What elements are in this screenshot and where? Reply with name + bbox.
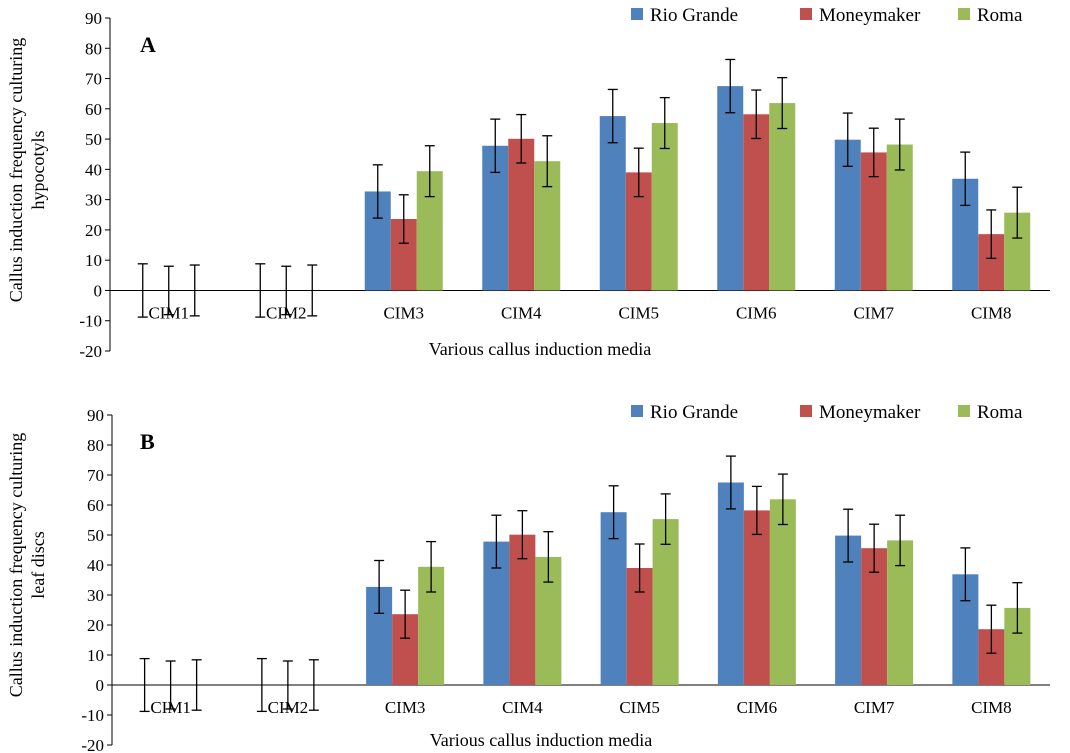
- chart-panel-b: -20 -10 0 10 20 30 40 50 60 70 80 90 CIM1 CIM2 CIM3 CIM…: [6, 402, 1050, 753]
- bar: [743, 114, 770, 291]
- y-tick-label: 0: [94, 281, 103, 300]
- legend: Rio Grande Moneymaker Roma: [631, 5, 1023, 26]
- legend-label: Rio Grande: [650, 5, 738, 26]
- legend-label: Roma: [977, 5, 1023, 26]
- y-tick-label: 40: [85, 160, 102, 179]
- y-tick-label: 70: [87, 466, 104, 485]
- legend-swatch: [800, 8, 812, 20]
- y-axis-title: leaf discs: [28, 531, 48, 598]
- legend-label: Rio Grande: [650, 402, 738, 423]
- panel-letter: B: [140, 429, 155, 454]
- x-tick-label: CIM6: [736, 303, 777, 322]
- bar: [717, 482, 744, 685]
- y-tick-label: 90: [85, 9, 102, 28]
- x-tick-label: CIM2: [266, 303, 307, 322]
- x-tick-label: CIM5: [618, 303, 659, 322]
- y-tick-label: 90: [87, 406, 104, 425]
- y-tick-label: 60: [87, 496, 104, 515]
- bar: [743, 510, 770, 685]
- x-tick-label: CIM4: [501, 303, 542, 322]
- bar: [717, 86, 744, 291]
- y-axis-title: hypocotyls: [28, 131, 48, 210]
- y-tick-label: 60: [85, 100, 102, 119]
- legend-swatch: [631, 405, 643, 417]
- x-tick-label: CIM4: [502, 698, 543, 717]
- bar: [509, 534, 536, 685]
- legend: Rio Grande Moneymaker Roma: [631, 402, 1023, 423]
- bar: [769, 499, 796, 685]
- x-tick-label: CIM7: [854, 698, 895, 717]
- y-tick-label: 10: [85, 251, 102, 270]
- legend-swatch: [800, 405, 812, 417]
- y-tick-label: 80: [87, 436, 104, 455]
- x-tick-label: CIM5: [619, 698, 660, 717]
- x-tick-label: CIM3: [383, 303, 424, 322]
- bar: [599, 116, 626, 291]
- x-axis-title: Various callus induction media: [430, 730, 652, 750]
- y-tick-label: -10: [79, 312, 102, 331]
- x-tick-label: CIM8: [971, 698, 1012, 717]
- panel-letter: A: [140, 32, 156, 57]
- y-tick-label: -20: [81, 736, 104, 753]
- bar: [651, 123, 678, 291]
- y-tick-label: 40: [87, 556, 104, 575]
- bar: [600, 512, 627, 685]
- bar: [652, 519, 679, 685]
- legend-label: Roma: [977, 402, 1023, 423]
- legend-swatch: [958, 8, 970, 20]
- legend-swatch: [958, 405, 970, 417]
- bar: [508, 138, 535, 291]
- bar: [769, 103, 796, 291]
- x-tick-label: CIM2: [268, 698, 309, 717]
- x-tick-label: CIM1: [150, 698, 191, 717]
- x-axis-title: Various callus induction media: [429, 339, 651, 359]
- y-axis-title: Callus induction frequency culturing: [6, 38, 26, 302]
- x-tick-label: CIM3: [385, 698, 426, 717]
- y-tick-label: 50: [87, 526, 104, 545]
- y-tick-label: 20: [87, 616, 104, 635]
- y-tick-label: 10: [87, 646, 104, 665]
- legend-label: Moneymaker: [819, 402, 921, 423]
- y-tick-label: 70: [85, 70, 102, 89]
- y-tick-label: 0: [96, 676, 105, 695]
- chart-panel-a: -20 -10 0 10 20 30 40 50 60 70 80 90 CIM1 CIM2 CIM3 CIM…: [6, 5, 1050, 361]
- x-tick-label: CIM8: [971, 303, 1012, 322]
- x-tick-label: CIM7: [853, 303, 894, 322]
- x-tick-label: CIM1: [148, 303, 189, 322]
- x-tick-label: CIM6: [737, 698, 778, 717]
- legend-label: Moneymaker: [819, 5, 921, 26]
- y-tick-label: 80: [85, 39, 102, 58]
- y-tick-label: 30: [85, 191, 102, 210]
- y-tick-label: 50: [85, 130, 102, 149]
- y-axis-title: Callus induction frequency culturing: [6, 433, 26, 697]
- legend-swatch: [631, 8, 643, 20]
- y-tick-label: -10: [81, 706, 104, 725]
- y-tick-label: -20: [79, 342, 102, 361]
- y-tick-label: 30: [87, 586, 104, 605]
- y-tick-label: 20: [85, 221, 102, 240]
